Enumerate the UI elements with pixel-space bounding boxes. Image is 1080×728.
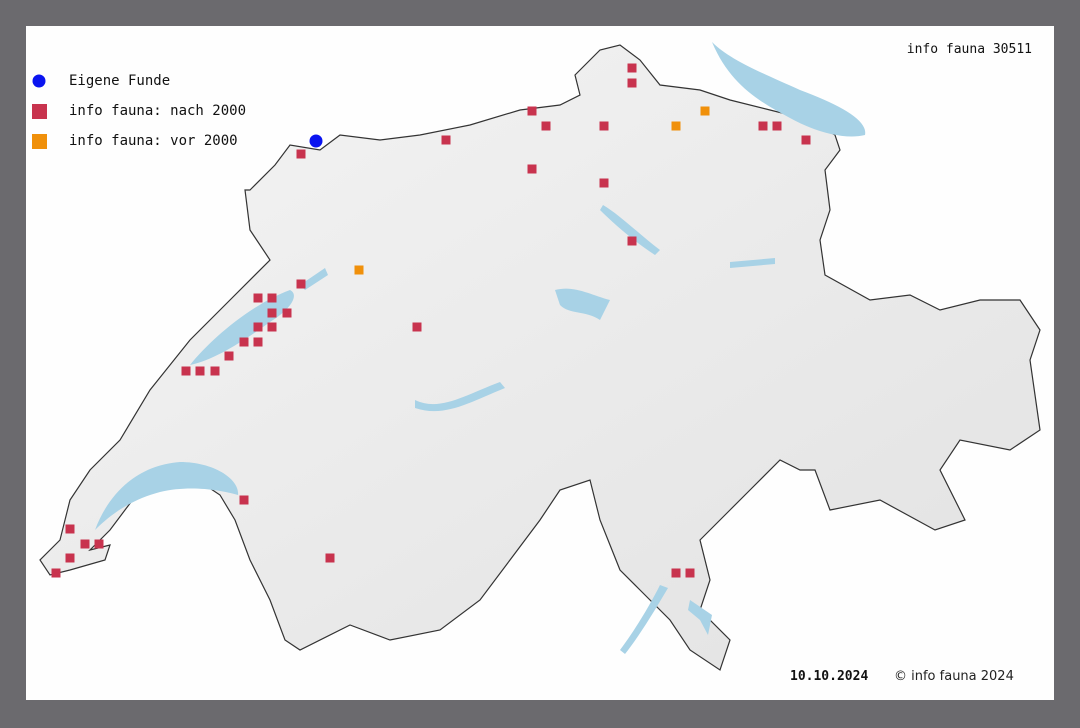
copyright: © info fauna 2024 <box>894 669 1014 684</box>
marker-nach-2000[interactable] <box>296 149 306 159</box>
lake-zurich <box>600 205 660 255</box>
blue-circle-icon <box>32 74 46 88</box>
marker-nach-2000[interactable] <box>239 337 249 347</box>
red-square-icon <box>32 103 47 119</box>
marker-nach-2000[interactable] <box>801 135 811 145</box>
legend-label: info fauna: nach 2000 <box>69 103 247 119</box>
lake-bienne <box>300 268 328 290</box>
marker-nach-2000[interactable] <box>253 337 263 347</box>
occurrence-markers <box>51 63 811 578</box>
marker-nach-2000[interactable] <box>296 279 306 289</box>
marker-nach-2000[interactable] <box>65 524 75 534</box>
lake-lugano <box>688 600 712 635</box>
marker-nach-2000[interactable] <box>685 568 695 578</box>
map-date: 10.10.2024 <box>790 669 869 684</box>
lake-thun-brienz <box>415 382 505 412</box>
lake-maggiore <box>620 585 668 654</box>
marker-nach-2000[interactable] <box>325 553 335 563</box>
legend-label: Eigene Funde <box>69 73 171 89</box>
marker-nach-2000[interactable] <box>195 366 205 376</box>
marker-nach-2000[interactable] <box>239 495 249 505</box>
legend-label: info fauna: vor 2000 <box>69 133 238 149</box>
marker-eigene-funde[interactable] <box>309 134 323 148</box>
marker-nach-2000[interactable] <box>267 308 277 318</box>
marker-nach-2000[interactable] <box>627 236 637 246</box>
lake-lucerne <box>555 288 610 320</box>
map-panel: info fauna 30511 Eigene Funde info fauna… <box>26 26 1054 700</box>
marker-nach-2000[interactable] <box>527 106 537 116</box>
switzerland-map[interactable] <box>26 26 1054 700</box>
marker-nach-2000[interactable] <box>65 553 75 563</box>
map-title: info fauna 30511 <box>906 42 1032 57</box>
marker-nach-2000[interactable] <box>599 178 609 188</box>
marker-nach-2000[interactable] <box>94 539 104 549</box>
lake-geneva <box>95 462 239 530</box>
marker-vor-2000[interactable] <box>354 265 364 275</box>
marker-nach-2000[interactable] <box>599 121 609 131</box>
marker-nach-2000[interactable] <box>412 322 422 332</box>
marker-nach-2000[interactable] <box>541 121 551 131</box>
marker-nach-2000[interactable] <box>267 293 277 303</box>
marker-nach-2000[interactable] <box>181 366 191 376</box>
marker-nach-2000[interactable] <box>253 293 263 303</box>
marker-nach-2000[interactable] <box>627 63 637 73</box>
marker-nach-2000[interactable] <box>253 322 263 332</box>
marker-nach-2000[interactable] <box>267 322 277 332</box>
marker-nach-2000[interactable] <box>210 366 220 376</box>
lake-walen <box>730 258 775 268</box>
marker-nach-2000[interactable] <box>772 121 782 131</box>
orange-square-icon <box>32 133 47 149</box>
marker-nach-2000[interactable] <box>627 78 637 88</box>
marker-nach-2000[interactable] <box>441 135 451 145</box>
marker-nach-2000[interactable] <box>80 539 90 549</box>
marker-nach-2000[interactable] <box>282 308 292 318</box>
marker-nach-2000[interactable] <box>527 164 537 174</box>
marker-nach-2000[interactable] <box>51 568 61 578</box>
marker-vor-2000[interactable] <box>700 106 710 116</box>
marker-nach-2000[interactable] <box>224 351 234 361</box>
marker-nach-2000[interactable] <box>758 121 768 131</box>
marker-nach-2000[interactable] <box>671 568 681 578</box>
marker-vor-2000[interactable] <box>671 121 681 131</box>
country-outline <box>39 44 1041 671</box>
lake-constance <box>712 42 866 137</box>
